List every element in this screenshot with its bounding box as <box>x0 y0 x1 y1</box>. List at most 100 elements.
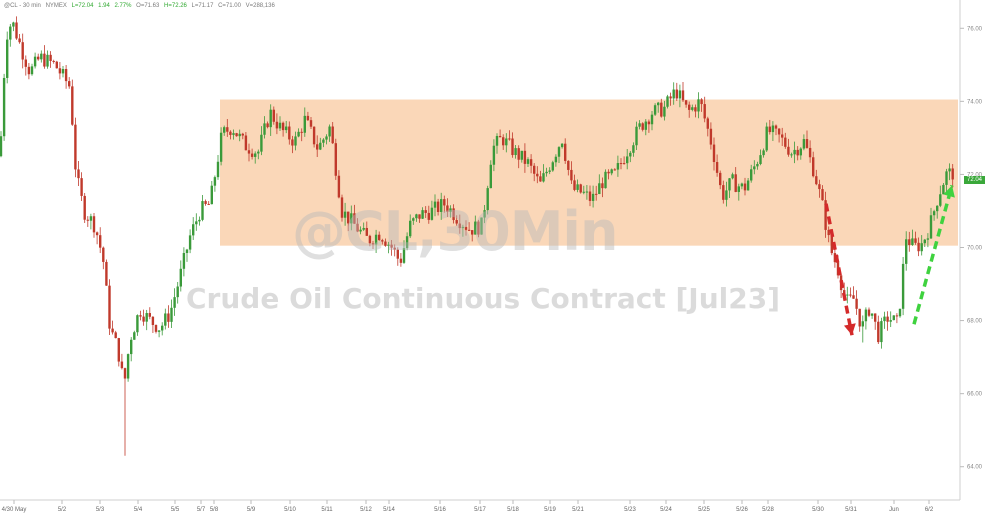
candle-body <box>877 321 880 343</box>
candle-body <box>805 139 809 148</box>
candle-body <box>229 131 232 135</box>
candle-body <box>55 61 58 69</box>
candle-body <box>641 123 644 130</box>
x-tick-label: 6/2 <box>925 507 934 513</box>
candle-body <box>111 328 114 333</box>
candle-body <box>635 126 638 146</box>
candle-body <box>89 216 93 221</box>
candle-body <box>629 152 632 157</box>
candle-body <box>452 208 455 221</box>
candle-body <box>756 163 759 167</box>
candlestick-series <box>0 16 954 456</box>
candle-body <box>951 168 954 180</box>
candle-body <box>421 210 424 219</box>
candle-body <box>291 139 294 146</box>
candle-body <box>728 178 731 191</box>
candle-body <box>942 184 945 195</box>
candle-body <box>461 226 465 229</box>
candle-body <box>870 313 874 316</box>
candle-body <box>520 150 523 160</box>
candle-body <box>830 235 833 254</box>
candle-body <box>483 210 486 218</box>
x-tick-label: 5/10 <box>284 507 296 513</box>
y-tick-label: 74.00 <box>967 99 983 105</box>
candle-body <box>632 145 635 153</box>
trend-arrows <box>824 184 955 336</box>
candle-body <box>669 96 672 99</box>
candle-body <box>700 99 703 105</box>
candle-body <box>619 163 623 165</box>
candle-body <box>743 183 747 191</box>
y-tick-label: 68.00 <box>967 319 983 325</box>
candle-body <box>238 133 241 137</box>
candle-body <box>458 223 461 229</box>
candle-body <box>855 298 858 309</box>
candle-body <box>241 133 244 136</box>
candle-body <box>288 126 291 140</box>
candle-body <box>517 148 520 160</box>
watermark-title: Crude Oil Continuous Contract [Jul23] <box>186 282 781 315</box>
candle-body <box>647 121 651 125</box>
candle-body <box>415 214 418 219</box>
x-tick-label: 5/23 <box>624 507 636 513</box>
candle-body <box>514 148 517 156</box>
candle-body <box>591 193 595 201</box>
candle-body <box>368 235 372 244</box>
candle-body <box>2 77 6 137</box>
candle-body <box>920 243 923 252</box>
candle-body <box>908 239 911 245</box>
up-arrow-head <box>943 185 955 198</box>
candle-body <box>151 316 155 326</box>
candle-body <box>725 190 728 200</box>
y-tick-label: 72.00 <box>967 172 983 178</box>
candle-body <box>15 22 18 39</box>
candle-body <box>790 154 793 156</box>
x-tick-label: 5/18 <box>507 507 519 513</box>
candle-body <box>936 205 939 212</box>
candle-body <box>37 56 40 60</box>
x-axis-ticks: 4/30 May 5/2 5/3 5/4 5/5 5/7 5/8 5/9 5/10 5/11 5/1… <box>2 500 934 513</box>
candle-body <box>46 54 49 67</box>
candle-body <box>269 109 272 128</box>
candle-body <box>328 126 331 137</box>
candle-body <box>861 321 864 327</box>
candle-body <box>260 134 263 152</box>
candle-body <box>74 124 77 170</box>
candle-body <box>402 248 406 263</box>
candle-body <box>697 99 700 112</box>
up-trend-arrow <box>912 184 954 325</box>
candle-body <box>130 339 133 355</box>
candle-body <box>272 109 275 122</box>
candle-body <box>412 218 415 221</box>
y-tick-label: 66.00 <box>967 392 983 398</box>
candle-body <box>30 66 34 75</box>
candle-body <box>567 160 570 170</box>
candle-body <box>27 66 31 75</box>
candle-body <box>353 213 356 224</box>
candle-body <box>932 211 936 216</box>
candle-body <box>9 26 12 40</box>
candle-body <box>204 201 207 204</box>
candle-body <box>306 115 310 121</box>
candle-body <box>387 244 390 246</box>
candle-body <box>852 295 855 299</box>
candle-body <box>660 102 663 117</box>
candle-body <box>297 131 300 137</box>
candle-body <box>703 104 706 119</box>
candle-body <box>464 226 468 230</box>
candle-body <box>378 234 381 241</box>
candle-body <box>926 238 930 240</box>
candle-body <box>244 135 248 151</box>
candle-body <box>576 184 579 190</box>
candle-body <box>275 121 279 129</box>
candle-body <box>858 308 861 327</box>
y-tick-label: 64.00 <box>967 465 983 471</box>
candle-body <box>650 114 654 125</box>
candle-body <box>102 247 105 262</box>
candle-body <box>564 143 567 161</box>
candle-body <box>0 136 3 157</box>
candle-body <box>77 169 80 179</box>
candle-body <box>384 241 387 246</box>
candle-body <box>548 170 551 172</box>
